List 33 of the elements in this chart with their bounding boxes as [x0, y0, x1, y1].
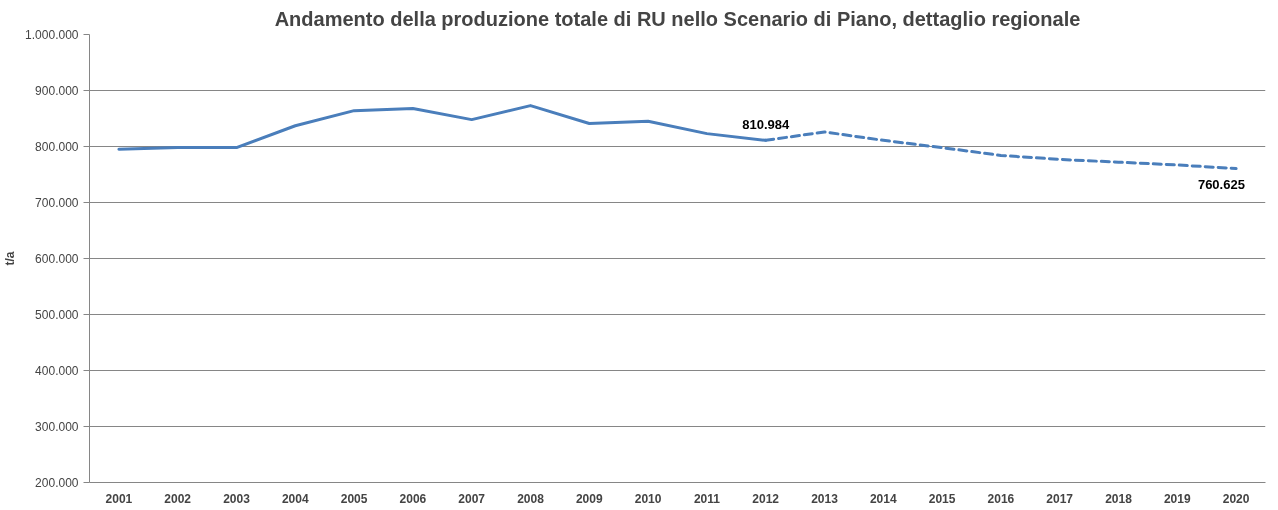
x-tick-label: 2012	[752, 491, 780, 506]
x-tick-label: 2004	[281, 491, 309, 506]
data-label: 810.984	[742, 116, 790, 132]
x-tick-label: 2015	[928, 491, 956, 506]
x-tick-label: 2013	[811, 491, 839, 506]
x-tick-label: 2006	[399, 491, 427, 506]
x-tick-label: 2017	[1046, 491, 1074, 506]
x-tick-label: 2020	[1222, 491, 1250, 506]
data-label: 760.625	[1197, 177, 1245, 193]
y-tick-label: 300.000	[35, 420, 79, 434]
y-tick-label: 1.000.000	[25, 28, 79, 42]
y-tick-label: 700.000	[35, 196, 79, 210]
x-tick-label: 2019	[1163, 491, 1191, 506]
x-tick-label: 2008	[517, 491, 545, 506]
x-tick-label: 2009	[575, 491, 603, 506]
x-tick-label: 2005	[340, 491, 368, 506]
x-tick-label: 2018	[1105, 491, 1133, 506]
y-tick-label: 200.000	[35, 476, 79, 490]
x-tick-label: 2011	[693, 491, 721, 506]
x-tick-label: 2016	[987, 491, 1015, 506]
x-tick-label: 2001	[105, 491, 133, 506]
x-tick-label: 2007	[458, 491, 486, 506]
x-tick-label: 2014	[869, 491, 897, 506]
x-tick-label: 2010	[634, 491, 662, 506]
y-tick-label: 900.000	[35, 84, 79, 98]
y-tick-label: 400.000	[35, 364, 79, 378]
x-tick-label: 2003	[223, 491, 251, 506]
y-tick-label: 600.000	[35, 252, 79, 266]
y-axis-title: t/a	[3, 251, 18, 266]
y-tick-label: 500.000	[35, 308, 79, 322]
y-tick-label: 800.000	[35, 140, 79, 154]
chart-title: Andamento della produzione totale di RU nello Scenario di Piano, dettaglio regionale	[274, 7, 1081, 30]
x-tick-label: 2002	[164, 491, 192, 506]
